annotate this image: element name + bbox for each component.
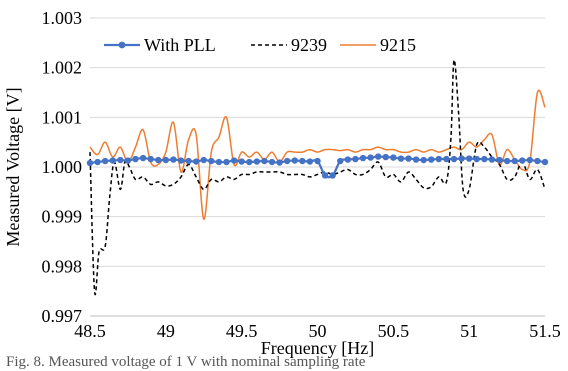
point-with-pll-2 [101, 157, 109, 165]
point-with-pll-22 [253, 158, 261, 165]
point-with-pll-53 [488, 156, 496, 163]
x-tick-49: 49 [157, 321, 175, 341]
x-tick-51: 51 [460, 321, 478, 341]
point-with-pll-29 [306, 158, 314, 165]
point-with-pll-39 [382, 153, 389, 161]
point-with-pll-59 [534, 157, 541, 165]
point-with-pll-12 [177, 157, 185, 164]
point-with-pll-10 [162, 156, 170, 164]
point-with-pll-46 [435, 155, 443, 163]
point-with-pll-3 [109, 157, 116, 164]
point-with-pll-1 [94, 158, 101, 166]
point-with-pll-37 [367, 154, 374, 161]
point-with-pll-16 [208, 157, 215, 165]
point-with-pll-43 [412, 156, 420, 163]
point-with-pll-9 [155, 156, 162, 164]
x-tick-labels: 48.5 49 49.5 50 50.5 51 51.5 [74, 321, 561, 341]
point-with-pll-55 [503, 157, 511, 165]
point-with-pll-27 [291, 157, 298, 164]
series-line-9239 [89, 59, 546, 296]
point-with-pll-25 [276, 159, 283, 166]
y-tick-1.003: 1.003 [42, 8, 83, 28]
y-tick-0.997: 0.997 [42, 306, 83, 326]
legend: With PLL 9239 9215 [104, 35, 416, 55]
point-with-pll-58 [526, 156, 534, 164]
x-tick-48.5: 48.5 [74, 321, 106, 341]
point-with-pll-30 [314, 157, 321, 165]
point-with-pll-57 [519, 157, 526, 164]
point-with-pll-8 [147, 155, 154, 163]
point-with-pll-28 [299, 157, 306, 165]
point-with-pll-51 [473, 155, 480, 163]
y-tick-labels: 0.997 0.998 0.999 1.000 1.001 1.002 1.003 [42, 8, 83, 326]
point-with-pll-18 [223, 158, 230, 166]
point-with-pll-50 [465, 155, 473, 162]
point-with-pll-5 [124, 157, 132, 164]
point-with-pll-15 [200, 156, 207, 164]
point-with-pll-60 [541, 158, 549, 166]
point-with-pll-34 [344, 156, 352, 163]
point-with-pll-21 [246, 158, 253, 166]
point-with-pll-56 [511, 157, 518, 165]
point-with-pll-11 [170, 156, 177, 163]
point-with-pll-14 [192, 158, 200, 165]
y-tick-1.000: 1.000 [42, 157, 83, 177]
legend-label-9215: 9215 [380, 35, 416, 55]
point-with-pll-4 [117, 156, 124, 164]
point-with-pll-20 [238, 158, 245, 165]
point-with-pll-42 [405, 155, 412, 162]
y-tick-1.001: 1.001 [42, 107, 83, 127]
point-with-pll-6 [132, 155, 139, 163]
point-with-pll-23 [261, 157, 268, 165]
y-tick-0.998: 0.998 [42, 256, 83, 276]
x-tick-50.5: 50.5 [378, 321, 410, 341]
point-with-pll-31 [321, 172, 329, 179]
point-with-pll-54 [496, 156, 503, 164]
point-with-pll-48 [450, 155, 458, 163]
point-with-pll-19 [230, 157, 238, 164]
point-with-pll-49 [458, 155, 465, 162]
series-line-9215 [89, 89, 546, 220]
point-with-pll-0 [86, 159, 94, 167]
legend-label-with-pll: With PLL [144, 35, 216, 55]
point-with-pll-17 [215, 158, 223, 166]
point-with-pll-47 [443, 155, 450, 163]
point-with-pll-41 [397, 155, 405, 162]
point-with-pll-40 [390, 154, 397, 161]
x-tick-51.5: 51.5 [529, 321, 561, 341]
point-with-pll-45 [428, 156, 435, 163]
legend-label-9239: 9239 [291, 35, 327, 55]
point-with-pll-7 [139, 154, 147, 162]
point-with-pll-26 [283, 157, 291, 165]
point-with-pll-13 [185, 157, 192, 165]
point-with-pll-24 [268, 158, 276, 166]
x-axis-title: Frequency [Hz] [261, 338, 374, 358]
y-axis-title: Measured Voltage [V] [3, 87, 23, 246]
series-group [86, 59, 549, 296]
y-tick-0.999: 0.999 [42, 207, 83, 227]
legend-marker-with-pll [118, 41, 126, 49]
point-with-pll-35 [352, 155, 359, 163]
gridlines [90, 17, 545, 317]
figure-caption: Fig. 8. Measured voltage of 1 V with nom… [6, 354, 366, 370]
point-with-pll-44 [420, 156, 427, 164]
x-tick-50: 50 [309, 321, 327, 341]
point-with-pll-52 [481, 155, 488, 163]
point-with-pll-38 [374, 153, 382, 160]
x-tick-49.5: 49.5 [226, 321, 258, 341]
point-with-pll-36 [359, 154, 367, 162]
point-with-pll-33 [337, 157, 344, 165]
y-tick-1.002: 1.002 [42, 58, 83, 78]
point-with-pll-32 [329, 172, 336, 179]
